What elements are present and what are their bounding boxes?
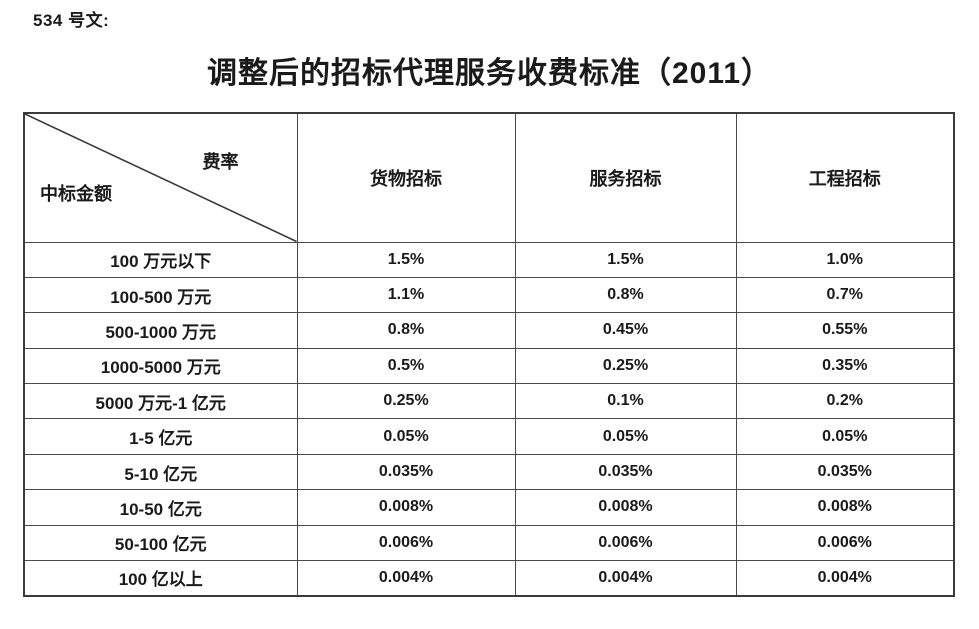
page-title: 调整后的招标代理服务收费标准（2011）	[206, 57, 773, 90]
rate-value-cell: 0.008%	[296, 489, 516, 526]
rate-value-cell: 0.7%	[735, 276, 955, 314]
rate-value-cell: 0.1%	[514, 383, 737, 420]
column-header-works: 工程招标	[735, 112, 955, 243]
rate-value-cell: 0.8%	[296, 312, 516, 349]
doc-ref-label: 534 号文:	[33, 11, 110, 30]
rate-value-cell: 1.5%	[296, 241, 516, 278]
table-row: 100 万元以下 1.5% 1.5% 1.0%	[23, 241, 955, 278]
rate-value-cell: 0.25%	[514, 347, 737, 385]
rate-value-cell: 0.05%	[296, 418, 516, 455]
rate-value-cell: 0.35%	[735, 347, 955, 385]
rate-value-cell: 1.5%	[514, 241, 737, 278]
amount-range-cell: 500-1000 万元	[23, 312, 298, 349]
column-header-goods: 货物招标	[296, 112, 516, 243]
rate-value-cell: 0.2%	[735, 383, 955, 420]
amount-range-cell: 1000-5000 万元	[23, 347, 298, 385]
table-row: 5-10 亿元 0.035% 0.035% 0.035%	[23, 453, 955, 491]
corner-label-amount: 中标金额	[40, 184, 112, 204]
rate-value-cell: 0.008%	[735, 489, 955, 526]
rate-value-cell: 0.8%	[514, 276, 737, 314]
amount-range-cell: 100 万元以下	[23, 241, 298, 278]
rate-value-cell: 0.25%	[296, 383, 516, 420]
amount-range-cell: 100-500 万元	[23, 276, 298, 314]
rate-value-cell: 0.55%	[735, 312, 955, 349]
corner-header-cell: 费率 中标金额	[23, 112, 298, 243]
rate-value-cell: 1.1%	[296, 276, 516, 314]
table-row: 1-5 亿元 0.05% 0.05% 0.05%	[23, 418, 955, 455]
table-row: 50-100 亿元 0.006% 0.006% 0.006%	[23, 524, 955, 562]
rate-value-cell: 0.004%	[514, 560, 737, 597]
rate-value-cell: 0.006%	[514, 524, 737, 562]
rate-value-cell: 0.035%	[296, 453, 516, 491]
rate-value-cell: 0.004%	[735, 560, 955, 597]
table-row: 1000-5000 万元 0.5% 0.25% 0.35%	[23, 347, 955, 385]
amount-range-cell: 5-10 亿元	[23, 453, 298, 491]
table-row: 10-50 亿元 0.008% 0.008% 0.008%	[23, 489, 955, 526]
rate-value-cell: 0.035%	[514, 453, 737, 491]
table-row: 5000 万元-1 亿元 0.25% 0.1% 0.2%	[23, 383, 955, 420]
table-header-row: 费率 中标金额 货物招标 服务招标 工程招标	[23, 112, 955, 243]
amount-range-cell: 100 亿以上	[23, 560, 298, 597]
amount-range-cell: 10-50 亿元	[23, 489, 298, 526]
rate-value-cell: 0.05%	[514, 418, 737, 455]
rate-value-cell: 0.006%	[735, 524, 955, 562]
column-header-services: 服务招标	[514, 112, 737, 243]
table-body: 100 万元以下 1.5% 1.5% 1.0% 100-500 万元 1.1% 0.8% 0.…	[23, 241, 955, 597]
rate-value-cell: 0.45%	[514, 312, 737, 349]
amount-range-cell: 50-100 亿元	[23, 524, 298, 562]
rate-value-cell: 0.006%	[296, 524, 516, 562]
rate-value-cell: 1.0%	[735, 241, 955, 278]
rate-value-cell: 0.05%	[735, 418, 955, 455]
table-row: 100-500 万元 1.1% 0.8% 0.7%	[23, 276, 955, 314]
table-row: 500-1000 万元 0.8% 0.45% 0.55%	[23, 312, 955, 349]
fee-rate-table: 费率 中标金额 货物招标 服务招标 工程招标 100 万元以下 1.5% 1.5% 1…	[23, 112, 955, 597]
amount-range-cell: 1-5 亿元	[23, 418, 298, 455]
fee-table-container: 费率 中标金额 货物招标 服务招标 工程招标 100 万元以下 1.5% 1.5% 1…	[23, 112, 955, 597]
rate-value-cell: 0.035%	[735, 453, 955, 491]
rate-value-cell: 0.5%	[296, 347, 516, 385]
amount-range-cell: 5000 万元-1 亿元	[23, 383, 298, 420]
rate-value-cell: 0.004%	[296, 560, 516, 597]
corner-label-rate: 费率	[202, 152, 239, 172]
rate-value-cell: 0.008%	[514, 489, 737, 526]
table-row: 100 亿以上 0.004% 0.004% 0.004%	[23, 560, 955, 597]
diagonal-line	[25, 114, 297, 242]
